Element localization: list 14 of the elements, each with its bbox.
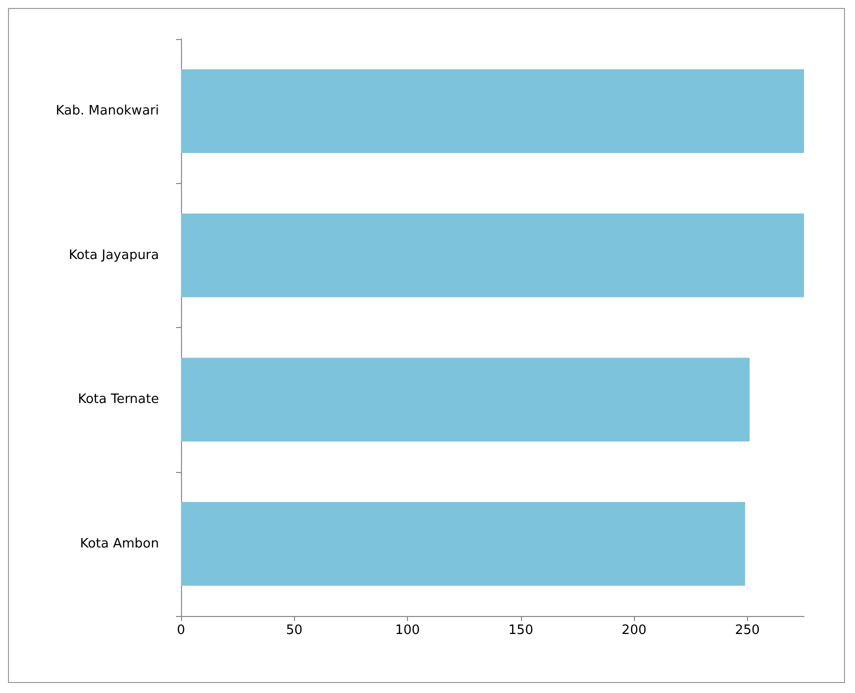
bar — [181, 502, 746, 586]
x-tick-label: 200 — [622, 623, 647, 638]
y-tick-label: Kab. Manokwari — [56, 104, 159, 119]
x-tick-label: 0 — [176, 623, 186, 638]
x-tick-label: 150 — [508, 623, 534, 638]
bar — [181, 69, 804, 153]
x-tick-label: 250 — [734, 623, 760, 638]
y-tick-label: Kota Jayapura — [68, 248, 159, 263]
y-tick-label: Kota Ambon — [80, 536, 159, 552]
x-tick-label: 50 — [286, 623, 303, 638]
bar — [181, 358, 750, 442]
bar — [181, 214, 804, 298]
x-tick-label: 100 — [395, 623, 420, 638]
y-tick-label: Kota Ternate — [78, 392, 159, 408]
